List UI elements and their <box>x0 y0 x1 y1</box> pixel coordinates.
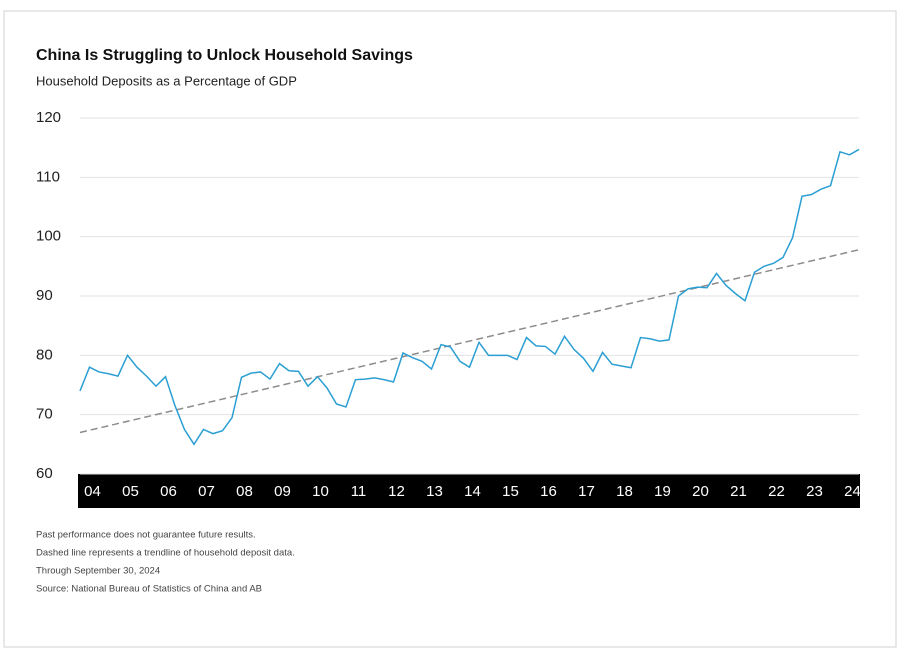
chart-subtitle: Household Deposits as a Percentage of GD… <box>36 73 297 88</box>
x-tick-label: 05 <box>122 483 139 500</box>
y-tick-label: 110 <box>36 168 60 185</box>
x-tick-label: 20 <box>692 483 709 500</box>
x-tick-label: 11 <box>351 483 367 500</box>
y-tick-label: 100 <box>36 228 61 245</box>
x-tick-label: 16 <box>540 483 557 500</box>
y-tick-label: 80 <box>36 346 53 363</box>
footnote: Past performance does not guarantee futu… <box>36 530 256 541</box>
footnote: Dashed line represents a trendline of ho… <box>36 548 295 559</box>
x-tick-label: 09 <box>274 483 291 500</box>
x-tick-label: 13 <box>426 483 443 500</box>
y-tick-label: 70 <box>36 406 53 423</box>
y-tick-label: 90 <box>36 287 53 304</box>
x-tick-label: 19 <box>654 483 671 500</box>
chart-title: China Is Struggling to Unlock Household … <box>36 47 413 64</box>
x-tick-label: 06 <box>160 483 177 500</box>
x-tick-label: 07 <box>198 483 215 500</box>
x-axis-band <box>78 474 860 508</box>
x-tick-label: 22 <box>768 483 785 500</box>
data-line <box>79 148 860 446</box>
x-tick-label: 04 <box>84 483 101 500</box>
x-tick-label: 21 <box>730 483 747 500</box>
x-tick-label: 14 <box>464 483 481 500</box>
x-tick-label: 10 <box>312 483 329 500</box>
y-tick-label: 60 <box>36 465 53 482</box>
x-tick-label: 08 <box>236 483 253 500</box>
x-tick-label: 12 <box>388 483 405 500</box>
footnote: Through September 30, 2024 <box>36 566 160 577</box>
x-tick-label: 18 <box>616 483 633 500</box>
trend-line <box>79 248 860 434</box>
x-tick-label: 17 <box>578 483 595 500</box>
x-tick-label: 15 <box>502 483 519 500</box>
y-tick-label: 120 <box>36 109 61 126</box>
x-tick-label: 24 <box>844 483 861 500</box>
frame <box>3 10 897 648</box>
x-tick-label: 23 <box>806 483 823 500</box>
footnote: Source: National Bureau of Statistics of… <box>36 584 262 595</box>
